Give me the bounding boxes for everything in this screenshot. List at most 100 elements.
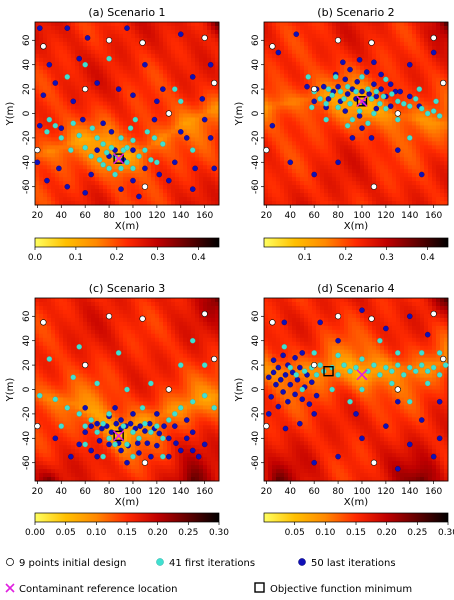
heatmap-cell	[312, 181, 317, 186]
heatmap-cell	[320, 133, 325, 138]
heatmap-cell	[75, 105, 80, 110]
heatmap-cell	[211, 73, 216, 79]
heatmap-cell	[135, 169, 140, 174]
heatmap-cell	[332, 57, 337, 63]
heatmap-cell	[47, 189, 52, 194]
heatmap-cell	[203, 141, 208, 146]
heatmap-cell	[39, 345, 44, 351]
heatmap-cell	[151, 113, 156, 118]
heatmap-cell	[199, 113, 204, 118]
heatmap-cell	[296, 89, 301, 95]
heatmap-cell	[203, 121, 208, 126]
heatmap-cell	[372, 85, 377, 91]
heatmap-cell	[420, 181, 425, 186]
heatmap-cell	[215, 173, 220, 178]
heatmap-cell	[127, 153, 132, 158]
heatmap-cell	[344, 41, 349, 47]
heatmap-cell	[71, 397, 76, 402]
first-iteration-point	[58, 135, 65, 141]
heatmap-cell	[59, 305, 64, 311]
heatmap-cell	[195, 77, 200, 83]
heatmap-cell	[147, 57, 152, 63]
heatmap-cell	[408, 153, 413, 158]
heatmap-cell	[95, 45, 100, 51]
heatmap-cell	[39, 473, 44, 478]
heatmap-cell	[127, 53, 132, 59]
heatmap-cell	[187, 141, 192, 146]
heatmap-cell	[75, 145, 80, 150]
heatmap-cell	[424, 153, 429, 158]
heatmap-cell	[195, 29, 200, 35]
heatmap-cell	[43, 185, 48, 190]
heatmap-cell	[207, 105, 212, 110]
heatmap-cell	[324, 109, 329, 114]
last-iteration-point	[160, 86, 166, 92]
heatmap-cell	[364, 185, 369, 190]
heatmap-cell	[55, 153, 60, 158]
heatmap-cell	[59, 65, 64, 71]
heatmap-cell	[195, 169, 200, 174]
heatmap-cell	[328, 81, 333, 87]
heatmap-cell	[51, 393, 56, 398]
heatmap-cell	[167, 105, 172, 110]
heatmap-cell	[187, 157, 192, 162]
heatmap-cell	[412, 37, 417, 43]
heatmap-cell	[436, 169, 441, 174]
heatmap-cell	[59, 405, 64, 410]
heatmap-cell	[59, 129, 64, 134]
heatmap-cell	[107, 193, 112, 198]
heatmap-cell	[300, 141, 305, 146]
heatmap-cell	[296, 57, 301, 63]
heatmap-cell	[348, 169, 353, 174]
heatmap-cell	[404, 149, 409, 154]
heatmap-cell	[372, 197, 377, 202]
heatmap-cell	[296, 61, 301, 67]
heatmap-cell	[328, 105, 333, 110]
heatmap-cell	[39, 161, 44, 166]
heatmap-cell	[336, 153, 341, 158]
heatmap-cell	[171, 105, 176, 110]
last-iteration-point	[118, 186, 124, 192]
heatmap-cell	[352, 65, 357, 71]
heatmap-cell	[436, 193, 441, 198]
heatmap-cell	[284, 169, 289, 174]
heatmap-cell	[123, 85, 128, 91]
heatmap-cell	[47, 153, 52, 158]
heatmap-cell	[348, 197, 353, 202]
heatmap-cell	[268, 133, 273, 138]
heatmap-cell	[103, 109, 108, 114]
heatmap-cell	[51, 421, 56, 426]
heatmap-cell	[444, 65, 449, 71]
y-axis-label: Y(m)	[5, 102, 16, 127]
heatmap-cell	[424, 41, 429, 47]
heatmap-cell	[35, 153, 40, 158]
heatmap-cell	[300, 29, 305, 35]
heatmap-cell	[39, 201, 44, 206]
heatmap-cell	[340, 173, 345, 178]
heatmap-cell	[412, 105, 417, 110]
heatmap-cell	[203, 125, 208, 130]
heatmap-cell	[87, 145, 92, 150]
heatmap-cell	[308, 153, 313, 158]
heatmap-cell	[380, 25, 385, 31]
heatmap-cell	[179, 161, 184, 166]
heatmap-cell	[199, 197, 204, 202]
heatmap-cell	[191, 137, 196, 142]
heatmap-cell	[356, 93, 361, 98]
heatmap-cell	[67, 357, 72, 363]
heatmap-cell	[47, 69, 52, 75]
heatmap-cell	[372, 141, 377, 146]
heatmap-cell	[356, 101, 361, 106]
heatmap-cell	[272, 201, 277, 206]
heatmap-cell	[336, 201, 341, 206]
heatmap-cell	[151, 49, 156, 55]
heatmap-cell	[304, 101, 309, 106]
heatmap-cell	[59, 417, 64, 422]
heatmap-cell	[396, 169, 401, 174]
heatmap-cell	[107, 169, 112, 174]
x-tick-label: 100	[124, 211, 141, 221]
heatmap-cell	[167, 61, 172, 67]
heatmap-cell	[364, 133, 369, 138]
last-iteration-point	[142, 165, 148, 172]
heatmap-cell	[143, 45, 148, 51]
